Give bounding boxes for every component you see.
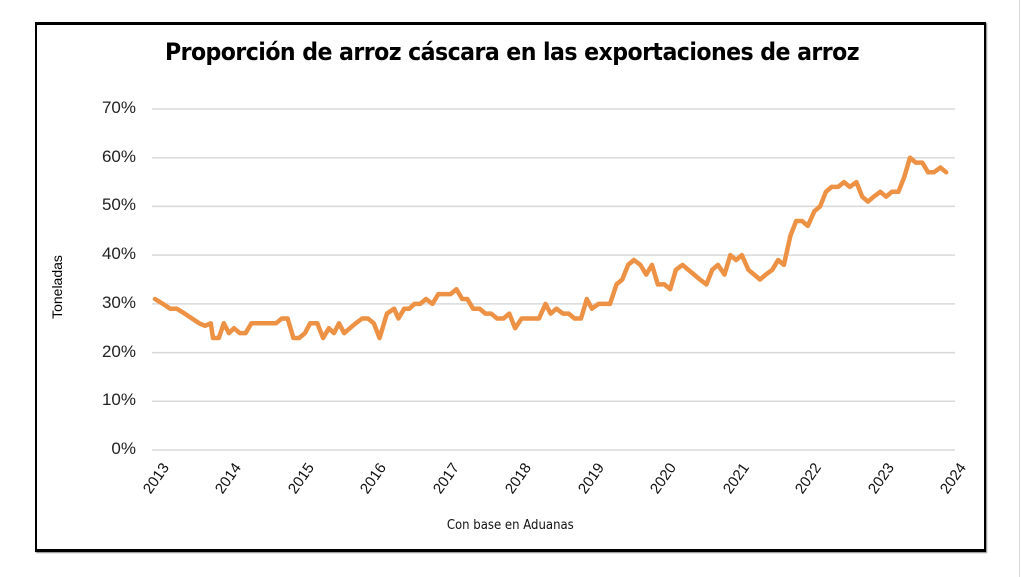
chart-frame bbox=[35, 22, 986, 552]
y-tick-label: 40% bbox=[101, 244, 136, 264]
y-tick-label: 50% bbox=[101, 195, 136, 215]
chart-title: Proporción de arroz cáscara en las expor… bbox=[164, 38, 860, 66]
y-tick-label: 10% bbox=[101, 390, 136, 410]
y-tick-label: 60% bbox=[101, 146, 136, 166]
page-edge-divider bbox=[1019, 0, 1020, 577]
series-line bbox=[152, 155, 949, 341]
y-tick-label: 30% bbox=[101, 292, 136, 312]
y-tick-label: 70% bbox=[101, 98, 136, 117]
y-tick-label: 20% bbox=[101, 341, 136, 361]
y-axis-label: Toneladas bbox=[49, 255, 65, 319]
y-tick-label: 0% bbox=[111, 439, 136, 458]
x-axis-label: Con base en Aduanas bbox=[446, 518, 574, 533]
